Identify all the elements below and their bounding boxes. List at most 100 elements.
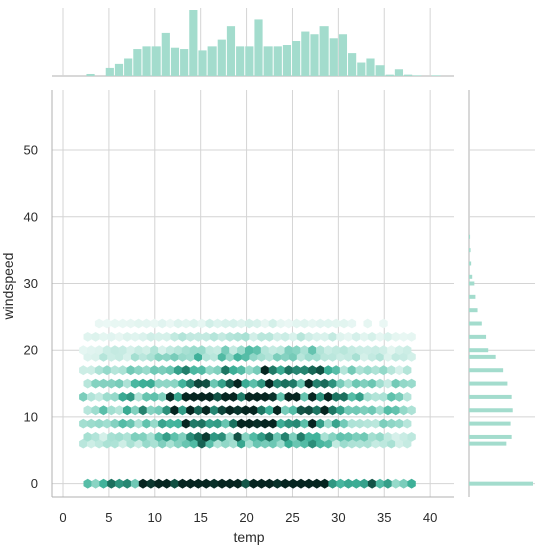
hexbin-cell bbox=[324, 418, 333, 429]
hexbin-cell bbox=[186, 432, 195, 442]
hexbin-cell bbox=[268, 365, 278, 376]
hexbin-cell bbox=[403, 345, 412, 356]
hexbin-cell bbox=[202, 478, 211, 489]
hexbin-cell bbox=[213, 318, 222, 329]
hexbin-cell bbox=[281, 405, 290, 416]
y-tick-label: 50 bbox=[24, 143, 38, 158]
hexbin-cell bbox=[371, 345, 380, 356]
hexbin-cell bbox=[233, 378, 242, 389]
hexbin-cell bbox=[284, 392, 293, 402]
hexbin-cell bbox=[178, 478, 187, 489]
hexbin-cell bbox=[83, 352, 92, 362]
hexbin-cell bbox=[360, 405, 369, 416]
hexbin-cell bbox=[383, 332, 393, 342]
hexbin-cell bbox=[260, 318, 270, 329]
hexbin-cell bbox=[162, 332, 171, 342]
hexbin-cell bbox=[371, 392, 380, 402]
marginal-x-bar bbox=[198, 50, 207, 76]
marginal-y-bar bbox=[469, 234, 471, 239]
hexbin-cell bbox=[268, 392, 278, 402]
hexbin-cell bbox=[352, 352, 361, 362]
hexbin-cell bbox=[186, 378, 195, 389]
hexbin-cell bbox=[181, 418, 191, 429]
hexbin-cell bbox=[387, 438, 396, 449]
hexbin-cell bbox=[352, 478, 361, 489]
x-axis-label: temp bbox=[233, 529, 264, 545]
hexbin-cell bbox=[407, 405, 416, 416]
x-tick-label: 30 bbox=[331, 510, 345, 525]
hexbin-cell bbox=[391, 332, 400, 342]
hexbin-cell bbox=[379, 438, 388, 449]
marginal-x-bar bbox=[105, 67, 114, 76]
hexbin-cell bbox=[209, 352, 219, 362]
hexbin-cell bbox=[375, 332, 385, 342]
hexbin-cell bbox=[403, 365, 412, 376]
hexbin-cell bbox=[87, 438, 96, 449]
hexbin-cell bbox=[245, 418, 254, 429]
hexbin-cell bbox=[375, 378, 385, 389]
hexbin-cell bbox=[312, 405, 321, 416]
hexbin-cell bbox=[158, 365, 167, 376]
marginal-y-bar bbox=[469, 481, 533, 486]
hexbin-cell bbox=[217, 352, 227, 362]
hexbin-cell bbox=[225, 378, 235, 389]
hexbin-cell bbox=[276, 438, 285, 449]
hexbin-cell bbox=[94, 365, 104, 376]
marginal-y-bar bbox=[469, 294, 476, 299]
hexbin-cell bbox=[158, 418, 167, 429]
hexbin-cell bbox=[189, 438, 199, 449]
hexbin-cell bbox=[91, 405, 100, 416]
hexbin-cell bbox=[296, 432, 306, 442]
hexbin-cell bbox=[126, 318, 135, 329]
hexbin-cell bbox=[383, 378, 393, 389]
hexbin-cell bbox=[288, 332, 298, 342]
hexbin-cell bbox=[115, 478, 124, 489]
hexbin-cell bbox=[150, 418, 159, 429]
hexbin-cell bbox=[79, 438, 88, 449]
hexbin-cell bbox=[166, 318, 175, 329]
hexbin-cell bbox=[225, 352, 235, 362]
hexbin-cell bbox=[150, 438, 159, 449]
marginal-x-bar bbox=[357, 62, 366, 76]
hexbin-cell bbox=[146, 352, 156, 362]
hexbin-cell bbox=[178, 378, 187, 389]
hexbin-cell bbox=[170, 378, 179, 389]
hexbin-cell bbox=[94, 392, 104, 402]
marginal-x-bar bbox=[348, 53, 357, 76]
hexbin-cell bbox=[94, 345, 104, 356]
marginal-x-bar bbox=[366, 58, 375, 76]
hexbin-cell bbox=[178, 405, 187, 416]
hexbin-cell bbox=[99, 432, 108, 442]
hexbin-cell bbox=[367, 378, 377, 389]
hexbin-cell bbox=[379, 318, 388, 329]
hexbin-cell bbox=[407, 478, 416, 489]
hexbin-cell bbox=[194, 352, 203, 362]
hexbin-cell bbox=[399, 352, 408, 362]
marginal-x-histogram bbox=[52, 8, 454, 77]
marginal-x-bar bbox=[254, 19, 263, 76]
hexbin-cell bbox=[391, 478, 400, 489]
hexbin-cell bbox=[130, 332, 140, 342]
hexbin-cell bbox=[296, 378, 306, 389]
marginal-y-bar bbox=[469, 441, 507, 446]
marginal-x-bar bbox=[404, 74, 413, 76]
hexbin-cell bbox=[292, 438, 301, 449]
hexbin-cell bbox=[229, 418, 238, 429]
hexbin-cell bbox=[328, 478, 337, 489]
hexbin-cell bbox=[205, 365, 214, 376]
hexbin-cell bbox=[134, 318, 143, 329]
hexbin-cell bbox=[217, 405, 227, 416]
hexbin-cell bbox=[336, 352, 345, 362]
hexbin-cell bbox=[107, 352, 116, 362]
hexbin-cell bbox=[181, 345, 191, 356]
marginal-x-bar bbox=[236, 46, 245, 76]
hexbin-cell bbox=[375, 352, 385, 362]
hexbin-cell bbox=[249, 352, 258, 362]
hexbin-cell bbox=[352, 432, 361, 442]
hexbin-cell bbox=[178, 352, 187, 362]
x-tick-label: 0 bbox=[59, 510, 66, 525]
hexbin-cell bbox=[375, 405, 385, 416]
hexbin-cell bbox=[83, 478, 92, 489]
hexbin-cell bbox=[181, 392, 191, 402]
hexbin-cell bbox=[268, 345, 278, 356]
